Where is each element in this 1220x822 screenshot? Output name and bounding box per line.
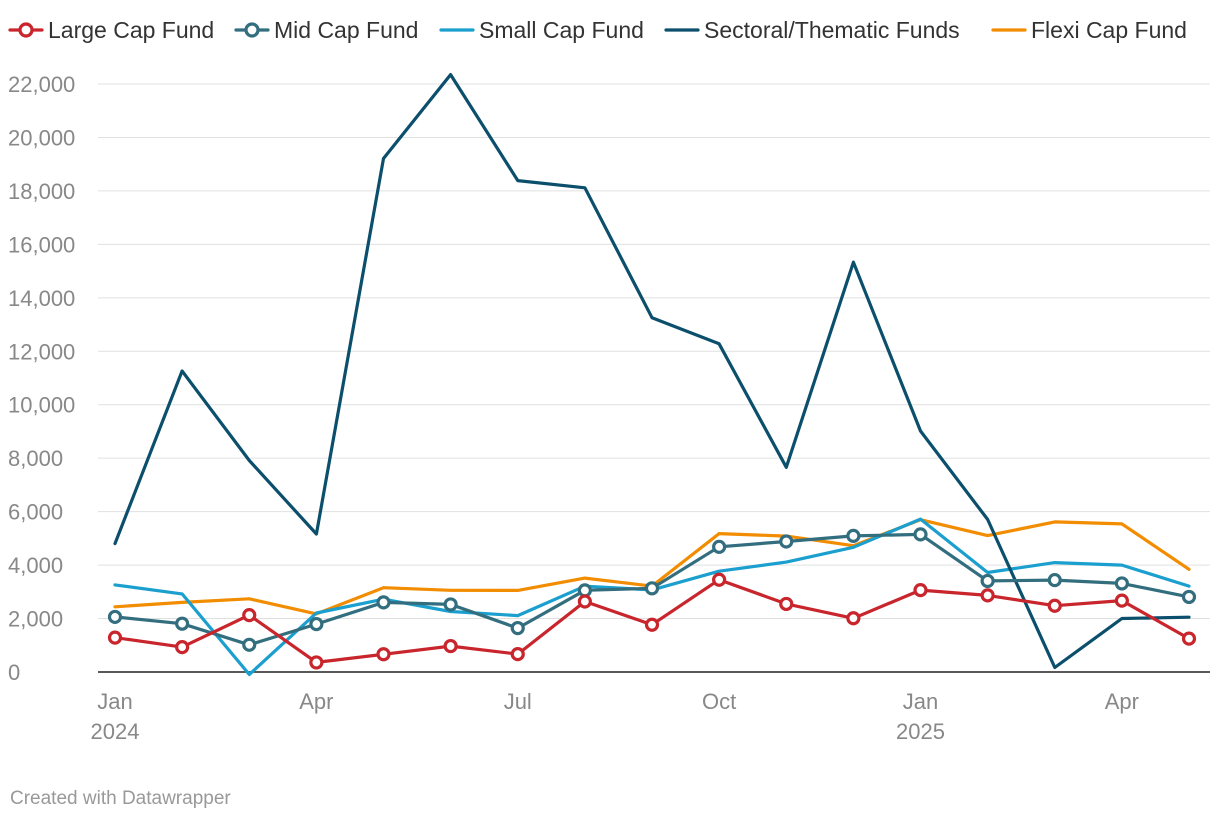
y-tick-label: 12,000 bbox=[8, 339, 75, 364]
data-point-large-cap-fund bbox=[846, 611, 861, 626]
y-tick-label: 6,000 bbox=[8, 500, 63, 525]
data-point-large-cap-fund bbox=[309, 655, 324, 670]
data-point-large-cap-fund bbox=[175, 639, 190, 655]
data-point-large-cap-fund bbox=[1114, 593, 1129, 608]
series-markers bbox=[107, 527, 1197, 670]
data-point-mid-cap-fund bbox=[510, 620, 525, 636]
data-point-mid-cap-fund bbox=[1047, 572, 1062, 588]
y-tick-label: 8,000 bbox=[8, 446, 63, 471]
data-point-large-cap-fund bbox=[510, 646, 525, 662]
x-axis-ticks: Jan 2024 Apr Jul Oct Jan 2025 Apr bbox=[91, 689, 1139, 744]
data-point-mid-cap-fund bbox=[712, 539, 727, 554]
data-point-mid-cap-fund bbox=[309, 616, 324, 632]
data-point-large-cap-fund bbox=[913, 583, 928, 598]
x-tick-label: Jan bbox=[97, 689, 132, 714]
data-point-large-cap-fund bbox=[980, 588, 995, 603]
y-tick-label: 0 bbox=[8, 660, 20, 685]
legend-label: Small Cap Fund bbox=[479, 17, 644, 43]
data-point-large-cap-fund bbox=[443, 638, 458, 654]
data-point-mid-cap-fund bbox=[1181, 589, 1197, 605]
data-point-mid-cap-fund bbox=[577, 583, 592, 598]
series-line-small-cap-fund bbox=[113, 517, 1191, 677]
data-point-large-cap-fund bbox=[376, 647, 391, 662]
gridlines bbox=[98, 83, 1210, 620]
series-line-sectoral-thematic-funds bbox=[113, 72, 1191, 670]
legend-label: Flexi Cap Fund bbox=[1031, 17, 1187, 43]
legend-item-flexi-cap-fund: Flexi Cap Fund bbox=[991, 17, 1187, 43]
x-tick-label: Oct bbox=[702, 689, 736, 714]
legend-marker bbox=[244, 22, 260, 38]
data-point-large-cap-fund bbox=[1047, 598, 1062, 613]
data-point-large-cap-fund bbox=[1181, 631, 1197, 646]
legend-label: Mid Cap Fund bbox=[274, 17, 418, 43]
data-point-large-cap-fund bbox=[779, 596, 794, 612]
y-tick-label: 10,000 bbox=[8, 393, 75, 418]
legend: Large Cap Fund Mid Cap Fund Small Cap Fund… bbox=[8, 17, 1187, 43]
legend-item-large-cap-fund: Large Cap Fund bbox=[8, 17, 214, 43]
data-point-mid-cap-fund bbox=[107, 609, 123, 625]
x-tick-label: Jul bbox=[504, 689, 532, 714]
x-tick-year-label: 2024 bbox=[91, 719, 140, 744]
data-point-large-cap-fund bbox=[644, 617, 660, 632]
data-point-large-cap-fund bbox=[712, 572, 727, 587]
data-point-mid-cap-fund bbox=[846, 528, 861, 543]
y-tick-label: 22,000 bbox=[8, 72, 75, 97]
data-point-mid-cap-fund bbox=[980, 573, 995, 589]
data-point-mid-cap-fund bbox=[913, 527, 928, 542]
x-tick-label: Apr bbox=[299, 689, 333, 714]
y-tick-label: 20,000 bbox=[8, 125, 75, 150]
data-point-large-cap-fund bbox=[577, 594, 592, 609]
y-tick-label: 14,000 bbox=[8, 286, 75, 311]
data-point-mid-cap-fund bbox=[1114, 576, 1129, 591]
data-point-mid-cap-fund bbox=[644, 581, 660, 596]
data-point-mid-cap-fund bbox=[376, 595, 391, 610]
y-axis-ticks: 0 2,000 4,000 6,000 8,000 10,000 12,000 14,000 1… bbox=[8, 72, 75, 685]
y-tick-label: 4,000 bbox=[8, 553, 63, 578]
data-point-large-cap-fund bbox=[242, 608, 257, 623]
data-point-mid-cap-fund bbox=[242, 637, 257, 652]
x-tick-year-label: 2025 bbox=[896, 719, 945, 744]
legend-item-mid-cap-fund: Mid Cap Fund bbox=[234, 17, 418, 43]
x-tick-label: Jan bbox=[903, 689, 938, 714]
footer-credit: Created with Datawrapper bbox=[10, 788, 231, 809]
data-point-mid-cap-fund bbox=[443, 597, 458, 612]
legend-marker bbox=[18, 22, 34, 38]
y-tick-label: 16,000 bbox=[8, 232, 75, 257]
data-point-mid-cap-fund bbox=[175, 616, 190, 631]
y-tick-label: 18,000 bbox=[8, 179, 75, 204]
legend-item-small-cap-fund: Small Cap Fund bbox=[439, 17, 644, 43]
data-point-large-cap-fund bbox=[107, 630, 123, 645]
data-point-mid-cap-fund bbox=[779, 534, 794, 549]
legend-label: Large Cap Fund bbox=[48, 17, 214, 43]
x-tick-label: Apr bbox=[1105, 689, 1139, 714]
y-tick-label: 2,000 bbox=[8, 607, 63, 632]
legend-label: Sectoral/Thematic Funds bbox=[704, 17, 960, 43]
legend-item-sectoral-thematic-funds: Sectoral/Thematic Funds bbox=[664, 17, 960, 43]
